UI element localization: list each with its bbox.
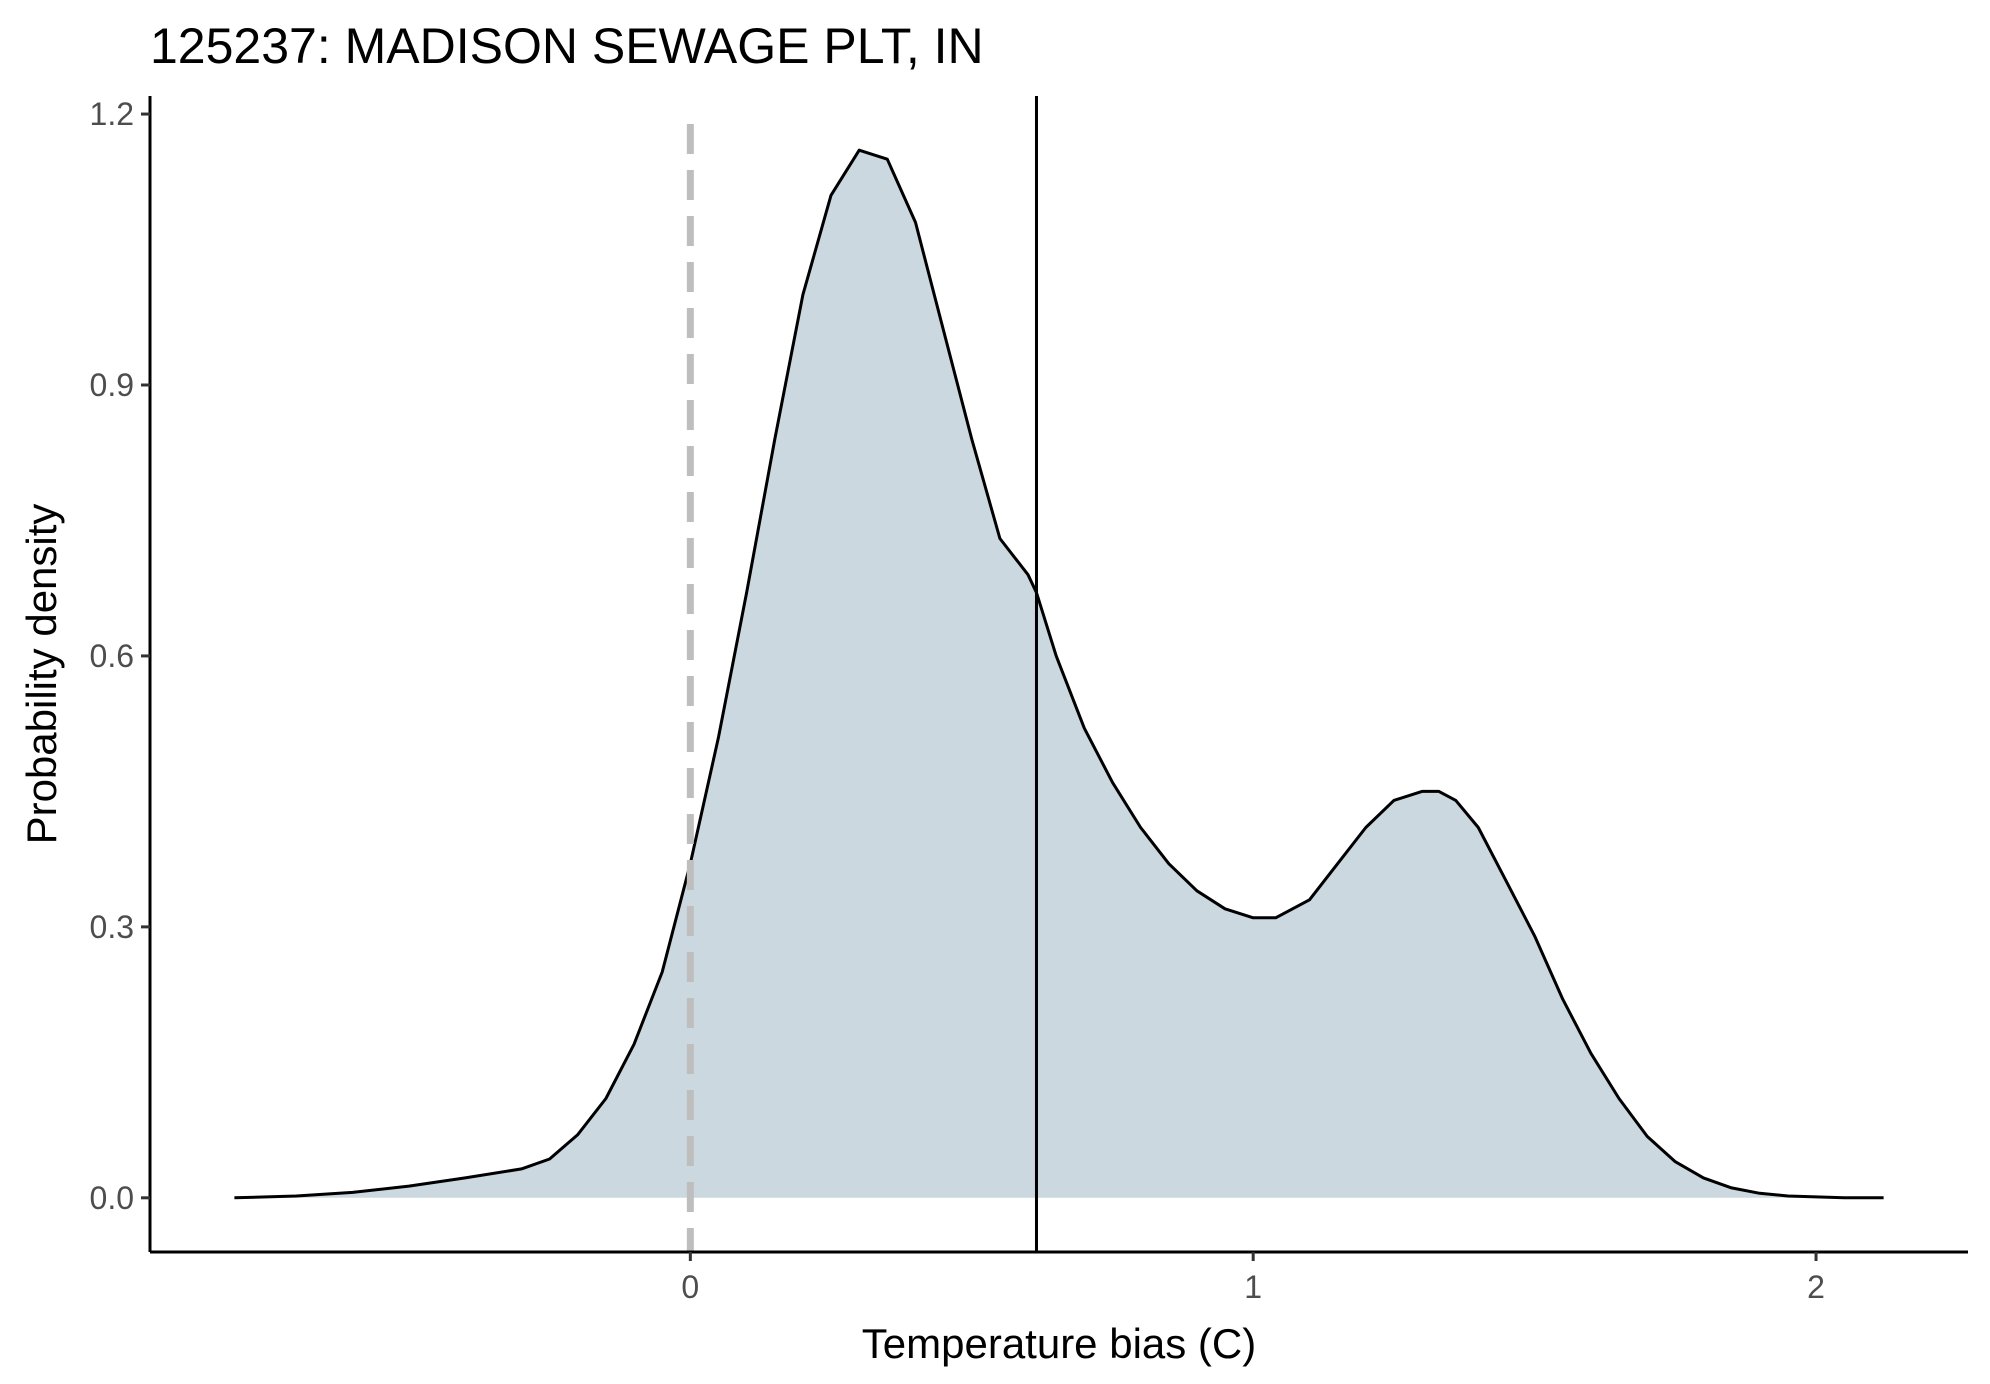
plot-area: [234, 96, 1884, 1252]
x-axis-ticks: 0 1 2: [681, 1252, 1825, 1305]
x-tick-label: 0: [681, 1269, 699, 1305]
y-axis-ticks: 0.0 0.3 0.6 0.9 1.2: [90, 96, 150, 1216]
y-tick-label: 0.0: [90, 1180, 134, 1216]
y-tick-label: 1.2: [90, 96, 134, 132]
density-curve: [234, 148, 1884, 1200]
y-tick-label: 0.6: [90, 638, 134, 674]
y-tick-label: 0.9: [90, 367, 134, 403]
x-tick-label: 2: [1807, 1269, 1825, 1305]
y-tick-label: 0.3: [90, 909, 134, 945]
density-area: [234, 150, 1884, 1198]
chart-title: 125237: MADISON SEWAGE PLT, IN: [150, 18, 984, 74]
y-axis-title: Probability density: [18, 504, 65, 845]
x-tick-label: 1: [1244, 1269, 1262, 1305]
x-axis-title: Temperature bias (C): [862, 1320, 1256, 1367]
